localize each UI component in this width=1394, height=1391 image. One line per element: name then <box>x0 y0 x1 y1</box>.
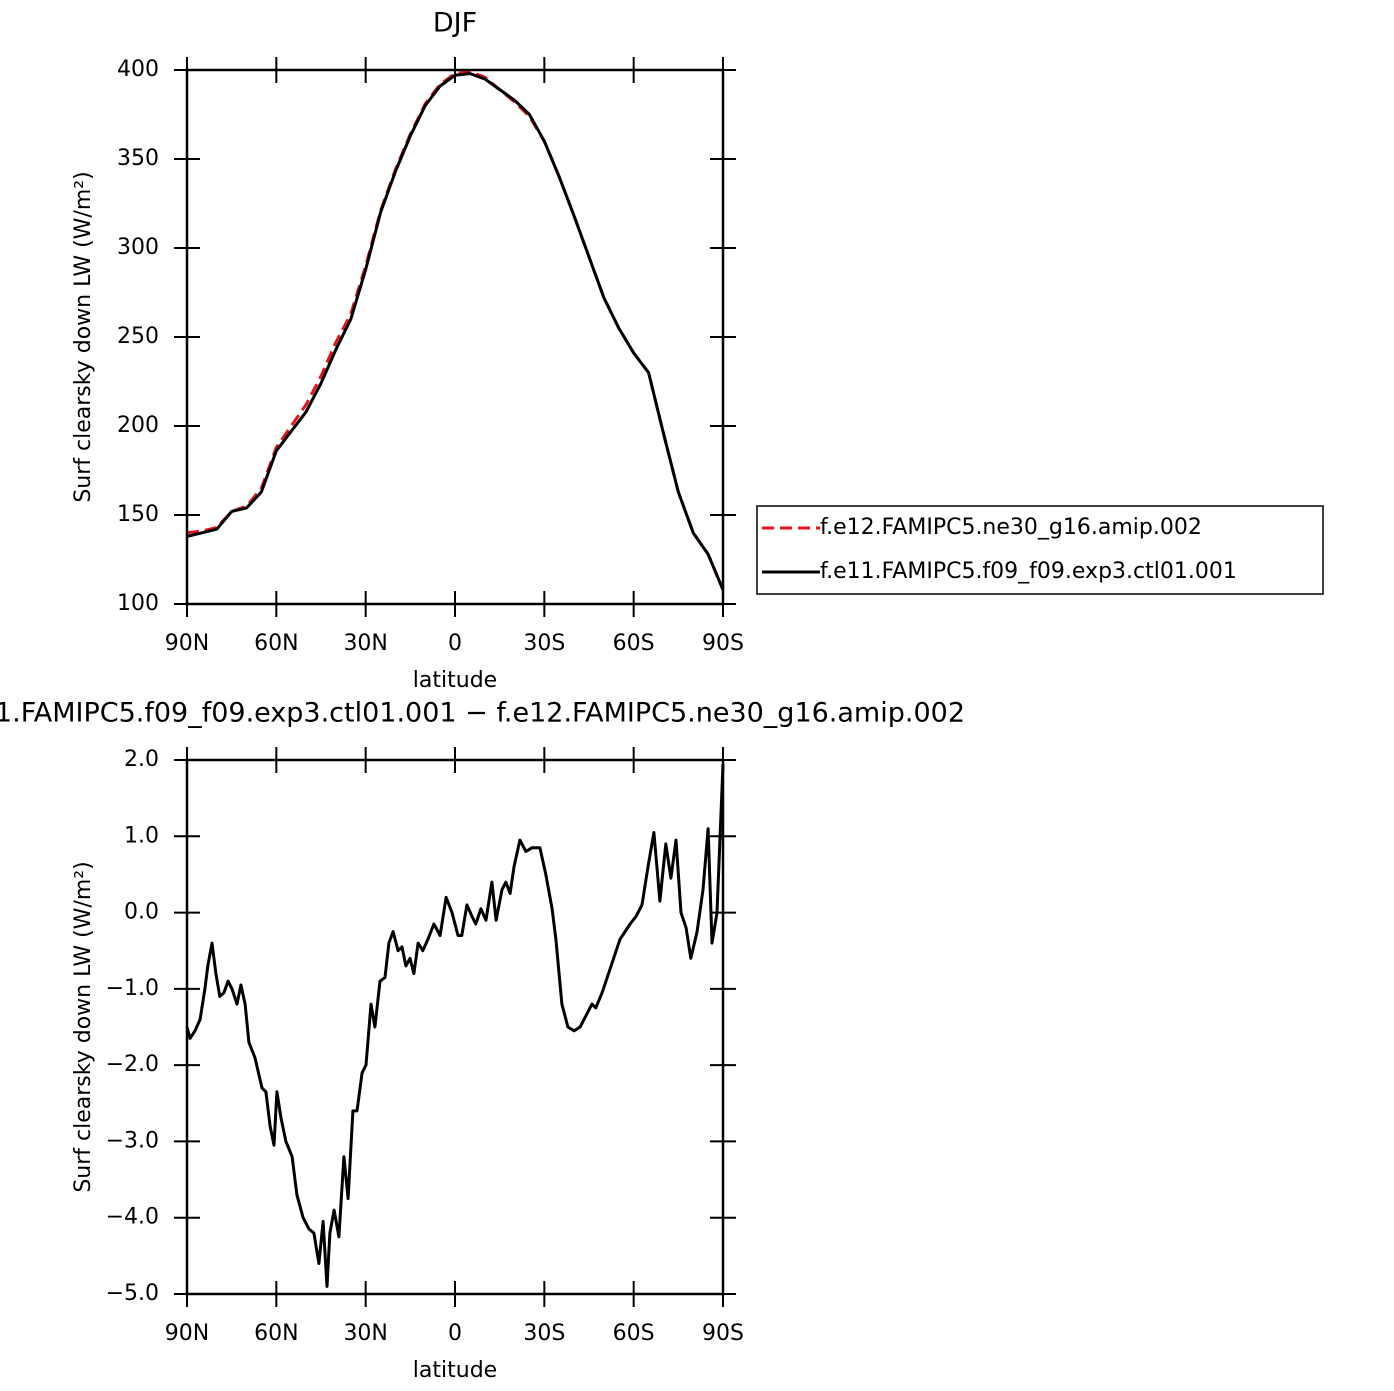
x-axis-label: latitude <box>413 668 497 693</box>
data-line <box>186 72 725 591</box>
x-tick-label: 60S <box>613 631 655 656</box>
x-tick-label: 60S <box>613 1321 655 1346</box>
y-axis-label: Surf clearsky down LW (W/m²) <box>71 861 96 1192</box>
y-tick-label: 350 <box>117 146 159 171</box>
x-tick-label: 30N <box>343 1321 387 1346</box>
y-tick-label: 300 <box>117 235 159 260</box>
y-tick-label: 2.0 <box>124 747 159 772</box>
x-tick-label: 90N <box>165 1321 209 1346</box>
plot-frame <box>185 68 725 606</box>
y-tick-label: −1.0 <box>106 976 159 1001</box>
x-tick-label: 90S <box>702 631 744 656</box>
x-tick-label: 90N <box>165 631 209 656</box>
data-line <box>185 763 725 1288</box>
y-tick-label: 150 <box>117 502 159 527</box>
x-tick-label: 30S <box>523 631 565 656</box>
data-line <box>186 70 725 591</box>
x-tick-label: 0 <box>448 1321 462 1346</box>
y-tick-label: −4.0 <box>106 1205 159 1230</box>
x-tick-label: 60N <box>254 631 298 656</box>
x-axis-label: latitude <box>413 1358 497 1383</box>
plot-frame <box>185 758 725 1296</box>
y-tick-label: 0.0 <box>124 900 159 925</box>
x-tick-label: 0 <box>448 631 462 656</box>
y-tick-label: −5.0 <box>106 1281 159 1306</box>
x-tick-label: 60N <box>254 1321 298 1346</box>
x-tick-label: 30S <box>523 1321 565 1346</box>
y-tick-label: 1.0 <box>124 823 159 848</box>
legend-label: f.e11.FAMIPC5.f09_f09.exp3.ctl01.001 <box>820 559 1237 584</box>
legend-label: f.e12.FAMIPC5.ne30_g16.amip.002 <box>820 515 1202 540</box>
legend-box <box>756 505 1324 595</box>
chart-title: DJF <box>433 8 477 39</box>
y-axis-label: Surf clearsky down LW (W/m²) <box>71 171 96 502</box>
x-tick-label: 90S <box>702 1321 744 1346</box>
y-tick-label: 200 <box>117 413 159 438</box>
y-tick-label: −3.0 <box>106 1128 159 1153</box>
y-tick-label: 400 <box>117 57 159 82</box>
y-tick-label: 100 <box>117 591 159 616</box>
x-tick-label: 30N <box>343 631 387 656</box>
y-tick-label: −2.0 <box>106 1052 159 1077</box>
chart-title: f.e11.FAMIPC5.f09_f09.exp3.ctl01.001 − f… <box>0 698 965 729</box>
y-tick-label: 250 <box>117 324 159 349</box>
